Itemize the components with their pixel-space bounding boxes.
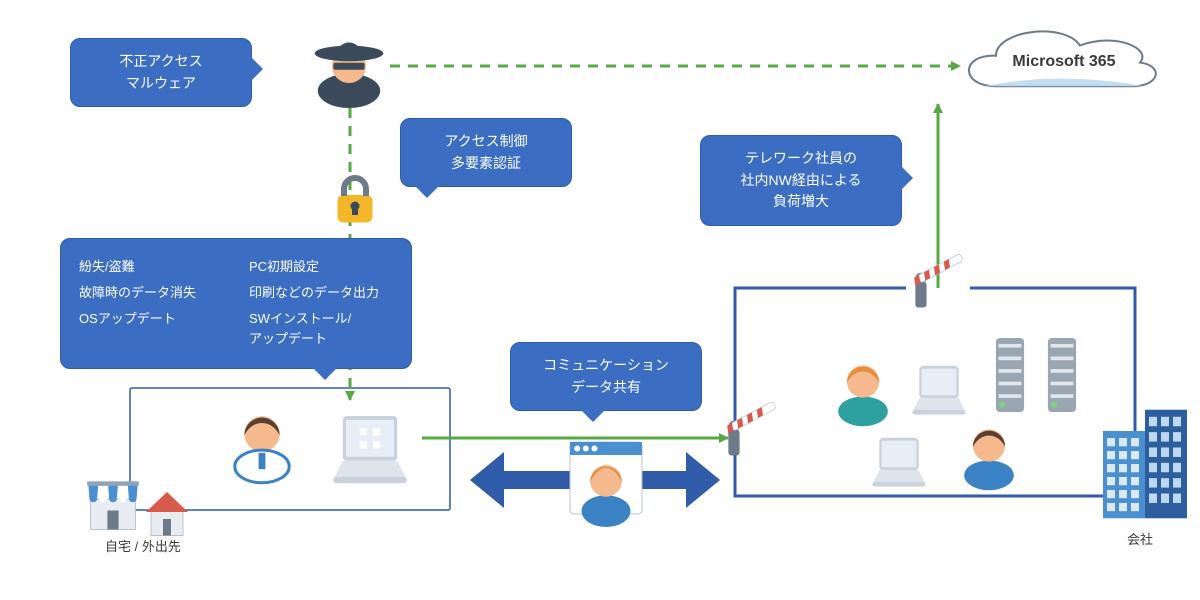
barrier-top-icon [912, 256, 968, 312]
callout-telework-line: 負荷増大 [719, 191, 883, 213]
callout-pc-issues-tail [313, 368, 337, 392]
callout-pc-item: 紛失/盗難 [79, 257, 223, 277]
callout-pc-item: 印刷などのデータ出力 [249, 283, 393, 303]
callout-comm-tail [581, 410, 605, 434]
laptop-office2-icon [870, 432, 928, 490]
callout-pc-col1: 紛失/盗難故障時のデータ消失 OSアップデート [79, 251, 223, 356]
lock-icon [330, 175, 380, 225]
cloud-label: Microsoft 365 [1012, 53, 1115, 70]
barrier-left-icon [725, 404, 781, 460]
server2-icon [1040, 338, 1084, 412]
callout-comm: コミュニケーションデータ共有 [510, 342, 702, 411]
label-company: 会社 [1127, 529, 1153, 548]
laptop-home-icon [330, 408, 410, 488]
callout-pc-col2: PC初期設定印刷などのデータ出力 SWインストール/ アップデート [249, 251, 393, 356]
callout-comm-line: コミュニケーション [529, 355, 683, 377]
shop-icon [85, 478, 141, 534]
callout-malware-line: 不正アクセス [89, 51, 233, 73]
callout-access-line: 多要素認証 [419, 153, 553, 175]
callout-malware: 不正アクセスマルウェア [70, 38, 252, 107]
callout-access-tail [415, 186, 439, 210]
callout-pc-issues: 紛失/盗難故障時のデータ消失 OSアップデート PC初期設定印刷などのデータ出力 SW… [60, 238, 412, 369]
callout-malware-tail [251, 57, 275, 81]
label-home: 自宅 / 外出先 [105, 536, 181, 555]
callout-pc-item: OSアップデート [79, 309, 223, 329]
browser-meeting-icon [570, 442, 642, 514]
callout-pc-item: 故障時のデータ消失 [79, 283, 223, 303]
callout-telework-line: 社内NW経由による [719, 170, 883, 192]
worker-orange-icon [832, 358, 894, 420]
callout-access: アクセス制御多要素認証 [400, 118, 572, 187]
callout-pc-item: SWインストール/ アップデート [249, 309, 393, 349]
worker-blue-icon [958, 422, 1020, 484]
user-home-icon [228, 408, 296, 476]
hacker-icon [310, 30, 388, 108]
server1-icon [988, 338, 1032, 412]
callout-access-line: アクセス制御 [419, 131, 553, 153]
callout-pc-item: PC初期設定 [249, 257, 393, 277]
laptop-office1-icon [910, 360, 968, 418]
callout-telework-line: テレワーク社員の [719, 148, 883, 170]
callout-telework-tail [901, 166, 925, 190]
building-icon [1095, 405, 1195, 523]
callout-comm-line: データ共有 [529, 377, 683, 399]
cloud-icon: Microsoft 365 [960, 20, 1160, 105]
callout-telework: テレワーク社員の社内NW経由による負荷増大 [700, 135, 902, 226]
callout-malware-line: マルウェア [89, 73, 233, 95]
house-icon [142, 488, 192, 538]
